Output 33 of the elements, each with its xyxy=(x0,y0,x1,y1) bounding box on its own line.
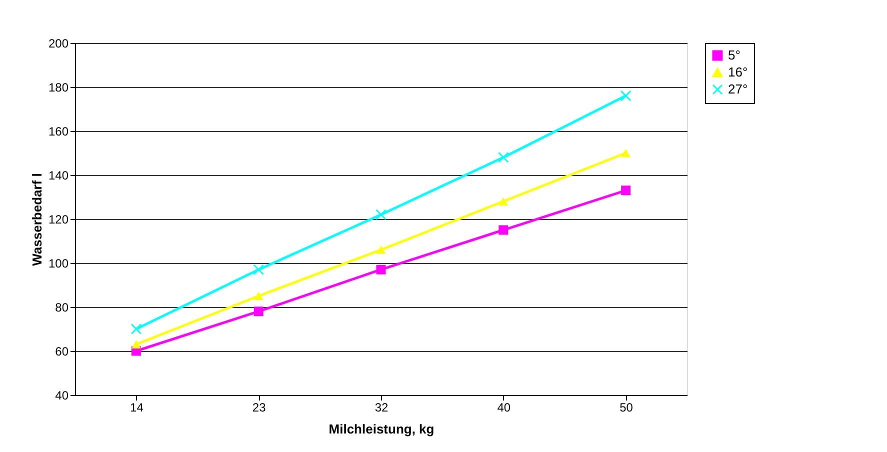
point xyxy=(498,225,508,235)
legend-label: 27° xyxy=(728,82,748,96)
legend-label: 16° xyxy=(728,64,748,80)
point xyxy=(254,306,264,316)
x-tick-label: 14 xyxy=(130,400,144,414)
y-tick-label: 140 xyxy=(48,168,69,182)
legend-label: 5° xyxy=(728,48,740,62)
point xyxy=(130,324,142,334)
y-tick-label: 200 xyxy=(48,36,69,50)
x-tick-label: 50 xyxy=(620,400,634,414)
y-axis-title: Wasserbedarf l xyxy=(29,173,44,266)
y-tick-label: 60 xyxy=(55,344,69,358)
x-tick-label: 23 xyxy=(252,400,266,414)
point xyxy=(376,246,386,254)
point xyxy=(131,340,141,349)
y-tick-label: 160 xyxy=(48,124,69,138)
x-tick-label: 32 xyxy=(374,400,388,414)
y-tick-label: 80 xyxy=(55,300,69,314)
x-tick-label: 40 xyxy=(497,400,511,414)
y-tick-label: 40 xyxy=(55,388,69,402)
y-tick-label: 180 xyxy=(48,80,69,94)
point xyxy=(498,197,508,206)
y-tick-label: 120 xyxy=(48,212,69,226)
point xyxy=(621,186,631,196)
point xyxy=(376,264,386,274)
x-axis-title: Milchleistung, kg xyxy=(328,422,434,436)
point xyxy=(253,264,264,276)
point xyxy=(620,90,632,102)
y-tick-label: 100 xyxy=(48,256,69,270)
point xyxy=(376,209,386,220)
point xyxy=(254,292,264,300)
point xyxy=(621,148,631,158)
point xyxy=(498,152,509,163)
